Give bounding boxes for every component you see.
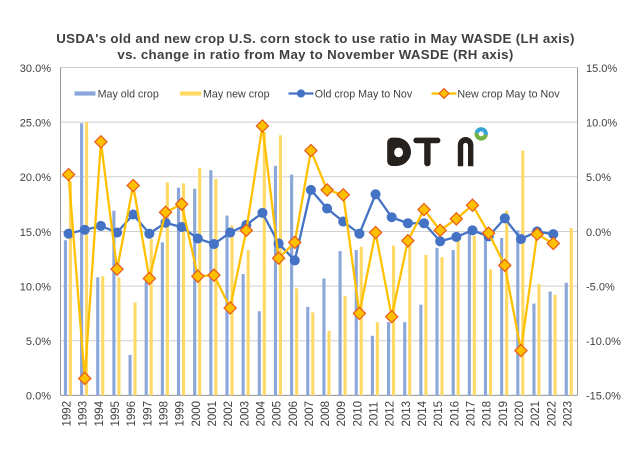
svg-text:1993: 1993 xyxy=(78,401,90,427)
svg-text:15.0%: 15.0% xyxy=(20,227,51,239)
svg-text:2018: 2018 xyxy=(482,401,494,427)
svg-text:2023: 2023 xyxy=(562,401,574,427)
svg-text:-10.0%: -10.0% xyxy=(586,336,621,348)
svg-text:1995: 1995 xyxy=(110,401,122,427)
svg-text:1999: 1999 xyxy=(175,401,187,427)
svg-text:Old crop May to Nov: Old crop May to Nov xyxy=(315,88,413,100)
svg-text:2022: 2022 xyxy=(546,401,558,427)
svg-text:5.0%: 5.0% xyxy=(26,336,51,348)
svg-text:2012: 2012 xyxy=(385,401,397,427)
svg-text:2009: 2009 xyxy=(336,401,348,427)
svg-text:0.0%: 0.0% xyxy=(26,391,51,403)
svg-text:2006: 2006 xyxy=(288,401,300,427)
svg-text:2011: 2011 xyxy=(369,402,381,427)
svg-text:2021: 2021 xyxy=(530,401,542,427)
svg-text:10.0%: 10.0% xyxy=(586,117,617,129)
svg-text:1996: 1996 xyxy=(126,401,138,427)
svg-text:-15.0%: -15.0% xyxy=(586,391,621,403)
svg-text:5.0%: 5.0% xyxy=(586,172,611,184)
svg-text:New crop May to Nov: New crop May to Nov xyxy=(457,88,560,100)
svg-text:2013: 2013 xyxy=(401,401,413,427)
svg-text:2004: 2004 xyxy=(255,400,267,426)
svg-text:25.0%: 25.0% xyxy=(20,117,51,129)
svg-text:2002: 2002 xyxy=(223,401,235,427)
svg-text:0.0%: 0.0% xyxy=(586,227,611,239)
svg-text:vs. change in ratio from May t: vs. change in ratio from May to November… xyxy=(117,47,513,62)
svg-text:2015: 2015 xyxy=(433,401,445,427)
svg-text:May old crop: May old crop xyxy=(98,88,159,100)
svg-text:2007: 2007 xyxy=(304,401,316,427)
svg-text:-5.0%: -5.0% xyxy=(586,281,615,293)
svg-text:15.0%: 15.0% xyxy=(586,63,617,75)
svg-text:2010: 2010 xyxy=(352,401,364,427)
svg-text:20.0%: 20.0% xyxy=(20,172,51,184)
svg-text:1992: 1992 xyxy=(62,401,74,427)
svg-text:2001: 2001 xyxy=(207,401,219,427)
svg-text:2003: 2003 xyxy=(239,401,251,427)
svg-text:2017: 2017 xyxy=(465,401,477,427)
svg-text:30.0%: 30.0% xyxy=(20,63,51,75)
svg-text:2014: 2014 xyxy=(417,400,429,426)
svg-text:1997: 1997 xyxy=(142,401,154,427)
svg-text:2000: 2000 xyxy=(191,401,203,427)
svg-text:1998: 1998 xyxy=(159,401,171,427)
svg-text:2005: 2005 xyxy=(272,401,284,427)
svg-text:2008: 2008 xyxy=(320,401,332,427)
svg-text:2020: 2020 xyxy=(514,401,526,427)
svg-text:10.0%: 10.0% xyxy=(20,281,51,293)
svg-text:2019: 2019 xyxy=(498,401,510,427)
svg-text:USDA's old and new crop U.S. c: USDA's old and new crop U.S. corn stock … xyxy=(56,31,575,46)
svg-text:2016: 2016 xyxy=(449,401,461,427)
svg-text:1994: 1994 xyxy=(94,400,106,426)
svg-text:May new crop: May new crop xyxy=(203,88,270,100)
